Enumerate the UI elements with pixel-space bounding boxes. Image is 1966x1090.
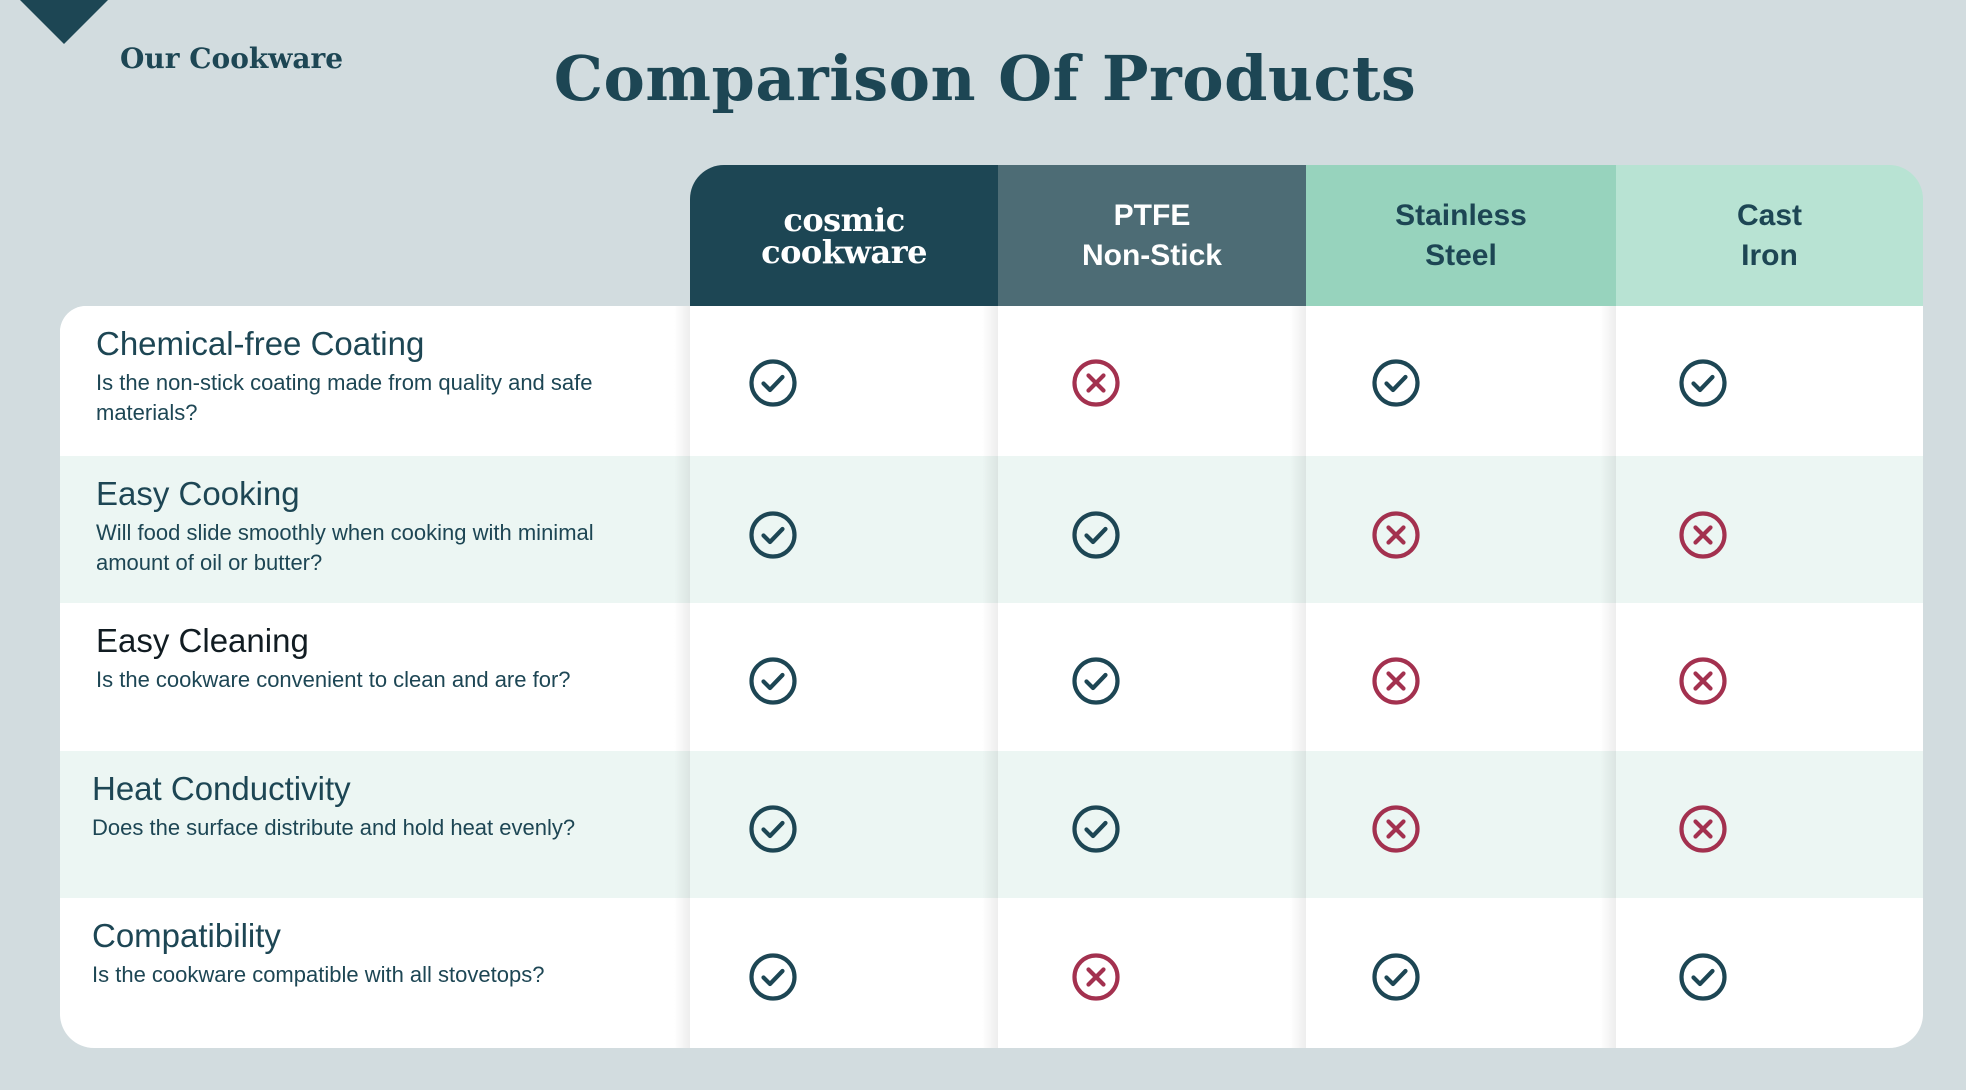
- column-header-line-2: Non-Stick: [1081, 238, 1222, 272]
- cross-icon: [1678, 510, 1728, 560]
- table-row: Compatibility Is the cookware compatible…: [60, 898, 1923, 1048]
- cross-icon: [1678, 804, 1728, 854]
- feature-title: Chemical-free Coating: [96, 325, 425, 362]
- feature-title: Compatibility: [92, 917, 281, 954]
- check-icon: [748, 510, 798, 560]
- feature-description: Is the cookware convenient to clean and …: [96, 667, 571, 692]
- check-icon: [1071, 804, 1121, 854]
- cross-icon: [1371, 656, 1421, 706]
- cosmic-cookware-logo: cosmic cookware: [761, 204, 927, 268]
- corner-tab-decoration: [20, 0, 108, 44]
- comparison-table: Chemical-free Coating Is the non-stick c…: [60, 306, 1923, 1048]
- feature-title: Easy Cooking: [96, 475, 300, 512]
- column-divider: [982, 306, 998, 1048]
- check-icon: [1371, 358, 1421, 408]
- cross-icon: [1071, 952, 1121, 1002]
- check-icon: [1678, 358, 1728, 408]
- table-row: Easy Cleaning Is the cookware convenient…: [60, 603, 1923, 751]
- cross-icon: [1371, 804, 1421, 854]
- column-header-line-2: Iron: [1741, 238, 1798, 272]
- column-divider: [1290, 306, 1306, 1048]
- feature-title: Easy Cleaning: [96, 622, 309, 659]
- logo-line-2: cookware: [761, 232, 927, 271]
- check-icon: [1371, 952, 1421, 1002]
- column-divider: [1600, 306, 1616, 1048]
- cross-icon: [1371, 510, 1421, 560]
- feature-title: Heat Conductivity: [92, 770, 351, 807]
- feature-description: Is the cookware compatible with all stov…: [92, 962, 545, 987]
- column-header-line-1: Cast: [1736, 198, 1803, 232]
- check-icon: [1071, 510, 1121, 560]
- check-icon: [748, 952, 798, 1002]
- table-row: Chemical-free Coating Is the non-stick c…: [60, 306, 1923, 456]
- check-icon: [748, 804, 798, 854]
- feature-description: Will food slide smoothly when cooking wi…: [96, 520, 594, 575]
- check-icon: [1678, 952, 1728, 1002]
- cross-icon: [1071, 358, 1121, 408]
- table-row: Heat Conductivity Does the surface distr…: [60, 751, 1923, 898]
- table-row: Easy Cooking Will food slide smoothly wh…: [60, 456, 1923, 603]
- check-icon: [1071, 656, 1121, 706]
- our-cookware-link[interactable]: Our Cookware: [120, 42, 344, 75]
- feature-description: Does the surface distribute and hold hea…: [92, 815, 576, 840]
- check-icon: [748, 358, 798, 408]
- logo-line-1: cosmic: [783, 200, 905, 239]
- cross-icon: [1678, 656, 1728, 706]
- feature-description: Is the non-stick coating made from quali…: [96, 370, 593, 425]
- page-title: Comparison Of Products: [553, 42, 1417, 115]
- column-header-line-2: Steel: [1425, 238, 1497, 272]
- column-header-ptfe-non-stick: PTFE Non-Stick: [998, 165, 1306, 306]
- check-icon: [748, 656, 798, 706]
- column-header-stainless-steel: Stainless Steel: [1306, 165, 1616, 306]
- comparison-header: cosmic cookware PTFE Non-Stick Stainless…: [690, 165, 1923, 306]
- column-header-line-1: Stainless: [1395, 198, 1527, 232]
- column-header-cosmic-cookware: cosmic cookware: [690, 165, 998, 306]
- column-header-cast-iron: Cast Iron: [1616, 165, 1923, 306]
- column-header-line-1: PTFE: [1113, 198, 1191, 232]
- column-divider: [674, 306, 690, 1048]
